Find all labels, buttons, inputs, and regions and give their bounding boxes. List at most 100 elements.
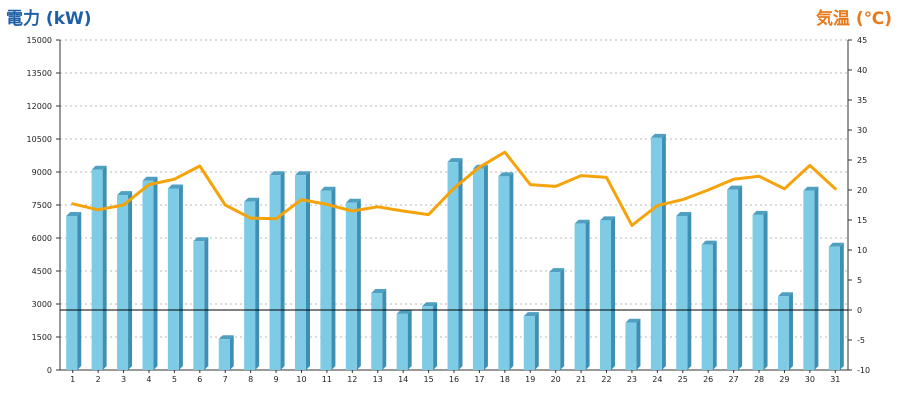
bar-side — [77, 212, 82, 370]
x-tick-label: 27 — [729, 375, 739, 384]
bar — [625, 322, 637, 370]
bar-side — [839, 242, 844, 370]
x-tick-label: 4 — [146, 375, 151, 384]
bar-top — [650, 133, 666, 138]
x-tick-label: 14 — [398, 375, 408, 384]
bar-side — [280, 171, 285, 370]
x-tick-label: 23 — [627, 375, 637, 384]
right-tick-label: 35 — [857, 96, 867, 105]
bar-side — [305, 171, 310, 370]
bar — [244, 201, 256, 370]
left-tick-label: 9000 — [32, 168, 52, 177]
bar — [193, 241, 205, 370]
bar — [549, 272, 561, 370]
right-tick-label: -10 — [857, 366, 870, 375]
bar-side — [102, 165, 107, 370]
x-tick-label: 3 — [121, 375, 126, 384]
bar-top — [142, 176, 158, 181]
left-tick-label: 12000 — [27, 102, 52, 111]
x-tick-label: 13 — [373, 375, 383, 384]
bar-top — [727, 185, 743, 190]
bar-side — [331, 186, 336, 370]
bar-top — [66, 212, 82, 216]
bar — [447, 162, 459, 370]
bar-top — [777, 292, 793, 297]
bar-top — [828, 242, 844, 247]
right-tick-label: 30 — [857, 126, 867, 135]
bar — [66, 216, 78, 370]
right-tick-label: 15 — [857, 216, 867, 225]
bar — [142, 180, 154, 370]
bar-top — [193, 237, 209, 242]
left-tick-label: 4500 — [32, 267, 52, 276]
x-tick-label: 25 — [678, 375, 688, 384]
bar — [167, 188, 179, 370]
bar-top — [91, 165, 107, 170]
bar — [472, 168, 484, 370]
x-tick-label: 11 — [322, 375, 332, 384]
bar-side — [763, 210, 768, 370]
bar-top — [320, 186, 336, 191]
x-tick-label: 15 — [423, 375, 433, 384]
bar-side — [204, 237, 209, 370]
bar-top — [549, 268, 565, 273]
bar-top — [371, 289, 387, 293]
bar — [498, 176, 510, 370]
bar — [828, 246, 840, 370]
bar — [345, 202, 357, 370]
x-tick-label: 28 — [754, 375, 764, 384]
bar-top — [498, 172, 514, 177]
bar-side — [534, 312, 539, 370]
right-tick-label: 0 — [857, 306, 862, 315]
left-tick-label: 10500 — [27, 135, 52, 144]
bar-top — [523, 312, 539, 317]
bar-top — [422, 302, 438, 307]
x-tick-label: 30 — [805, 375, 815, 384]
bar-top — [701, 240, 717, 245]
x-tick-label: 16 — [449, 375, 459, 384]
bar-side — [153, 176, 158, 370]
right-tick-label: 5 — [857, 276, 862, 285]
right-tick-label: 45 — [857, 36, 867, 45]
bar-top — [803, 186, 819, 191]
bar-side — [788, 292, 793, 370]
bar — [676, 216, 688, 370]
left-axis-title: 電力 (kW) — [6, 9, 92, 29]
bar-side — [585, 219, 590, 370]
bar-top — [117, 191, 133, 196]
bar — [727, 189, 739, 370]
bar-top — [625, 318, 641, 323]
x-tick-label: 12 — [347, 375, 357, 384]
x-tick-label: 1 — [70, 375, 75, 384]
x-tick-label: 5 — [172, 375, 177, 384]
bar-top — [600, 216, 616, 221]
bar — [294, 175, 306, 370]
right-tick-label: 10 — [857, 246, 867, 255]
bar-side — [712, 240, 717, 370]
x-tick-label: 22 — [601, 375, 611, 384]
bar-top — [574, 219, 590, 224]
left-tick-label: 6000 — [32, 234, 52, 243]
x-tick-label: 18 — [500, 375, 510, 384]
bar-top — [447, 158, 463, 163]
bar-side — [128, 191, 133, 370]
left-tick-label: 1500 — [32, 333, 52, 342]
left-tick-label: 15000 — [27, 36, 52, 45]
bar-side — [509, 172, 514, 370]
x-tick-label: 20 — [551, 375, 561, 384]
x-tick-label: 17 — [474, 375, 484, 384]
bar-side — [255, 197, 260, 370]
bar-side — [636, 318, 641, 370]
bar-top — [396, 309, 412, 314]
bar-top — [752, 210, 768, 215]
x-tick-label: 8 — [248, 375, 253, 384]
temperature-line — [71, 150, 837, 227]
bar-side — [458, 158, 463, 370]
bar — [371, 293, 383, 370]
right-axis-title: 気温 (℃) — [815, 9, 892, 29]
bar-side — [433, 302, 438, 370]
bar — [752, 214, 764, 370]
x-tick-label: 26 — [703, 375, 713, 384]
